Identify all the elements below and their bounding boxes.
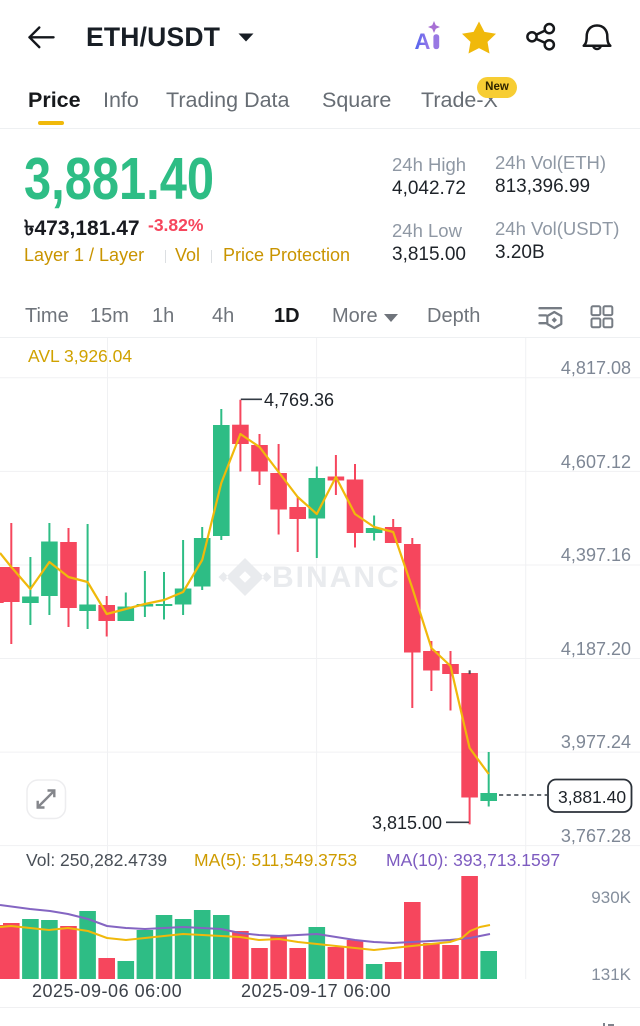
svg-text:A: A <box>415 29 431 54</box>
svg-text:BINANC: BINANC <box>272 561 401 594</box>
